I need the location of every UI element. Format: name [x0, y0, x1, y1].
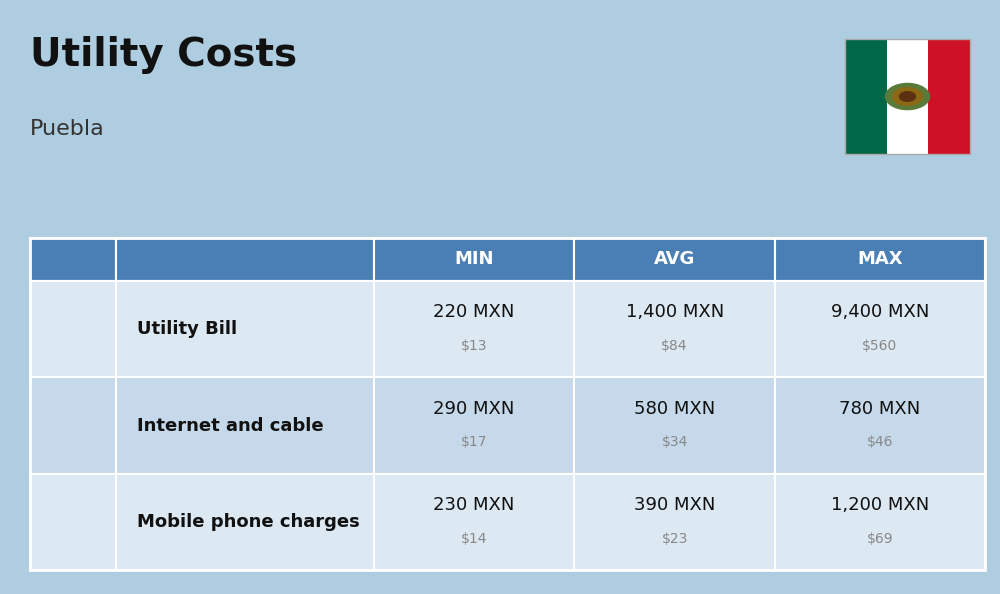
Bar [374, 281, 574, 377]
Text: $560: $560 [862, 339, 898, 353]
Text: Internet and cable: Internet and cable [137, 416, 323, 435]
Text: MIN: MIN [454, 250, 494, 268]
Bar [775, 281, 985, 377]
Bar [30, 281, 116, 377]
Text: $84: $84 [661, 339, 688, 353]
Bar [928, 39, 970, 154]
Bar [574, 238, 775, 281]
Bar [775, 377, 985, 474]
Text: AVG: AVG [654, 250, 695, 268]
Bar [30, 238, 985, 570]
Circle shape [886, 84, 930, 109]
Text: Puebla: Puebla [30, 119, 105, 139]
Bar [775, 238, 985, 281]
Text: 1,200 MXN: 1,200 MXN [831, 497, 929, 514]
Circle shape [893, 87, 922, 106]
Bar [30, 377, 116, 474]
Bar [116, 377, 374, 474]
Text: Mobile phone charges: Mobile phone charges [137, 513, 359, 531]
Text: 390 MXN: 390 MXN [634, 497, 715, 514]
Bar [374, 238, 574, 281]
Bar [116, 281, 374, 377]
Bar [116, 238, 374, 281]
Text: 230 MXN: 230 MXN [433, 497, 515, 514]
Bar [30, 238, 116, 281]
Bar [574, 281, 775, 377]
Bar [374, 474, 574, 570]
Bar [887, 39, 928, 154]
Text: 220 MXN: 220 MXN [433, 304, 515, 321]
Bar [845, 39, 970, 154]
Text: $13: $13 [461, 339, 487, 353]
Text: $14: $14 [461, 532, 487, 546]
Bar [574, 377, 775, 474]
Bar [574, 474, 775, 570]
Bar [30, 474, 116, 570]
Text: Utility Costs: Utility Costs [30, 36, 297, 74]
Text: $46: $46 [867, 435, 893, 449]
Bar [116, 474, 374, 570]
Text: 580 MXN: 580 MXN [634, 400, 715, 418]
Text: 290 MXN: 290 MXN [433, 400, 515, 418]
Text: $69: $69 [867, 532, 893, 546]
Text: 1,400 MXN: 1,400 MXN [626, 304, 724, 321]
Bar [775, 474, 985, 570]
Text: 9,400 MXN: 9,400 MXN [831, 304, 929, 321]
Text: MAX: MAX [857, 250, 903, 268]
Bar [374, 377, 574, 474]
Text: $34: $34 [661, 435, 688, 449]
Text: Utility Bill: Utility Bill [137, 320, 237, 338]
Text: $23: $23 [661, 532, 688, 546]
Text: $17: $17 [461, 435, 487, 449]
Circle shape [900, 91, 916, 101]
Bar [845, 39, 887, 154]
Text: 780 MXN: 780 MXN [839, 400, 921, 418]
